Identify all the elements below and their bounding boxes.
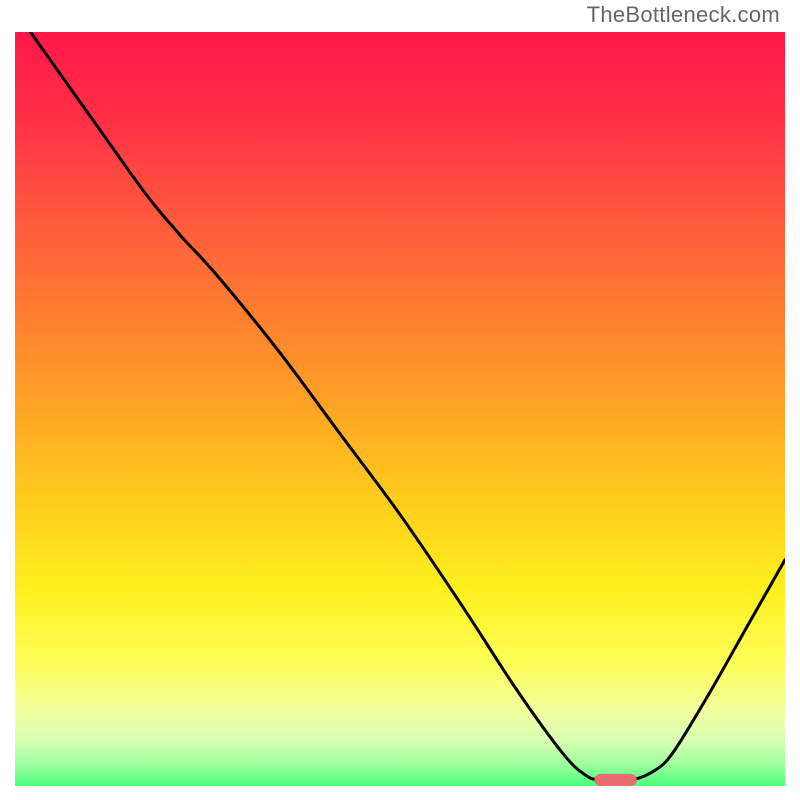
- bottleneck-chart: [15, 32, 785, 786]
- watermark-text: TheBottleneck.com: [587, 2, 780, 28]
- chart-svg: [15, 32, 785, 786]
